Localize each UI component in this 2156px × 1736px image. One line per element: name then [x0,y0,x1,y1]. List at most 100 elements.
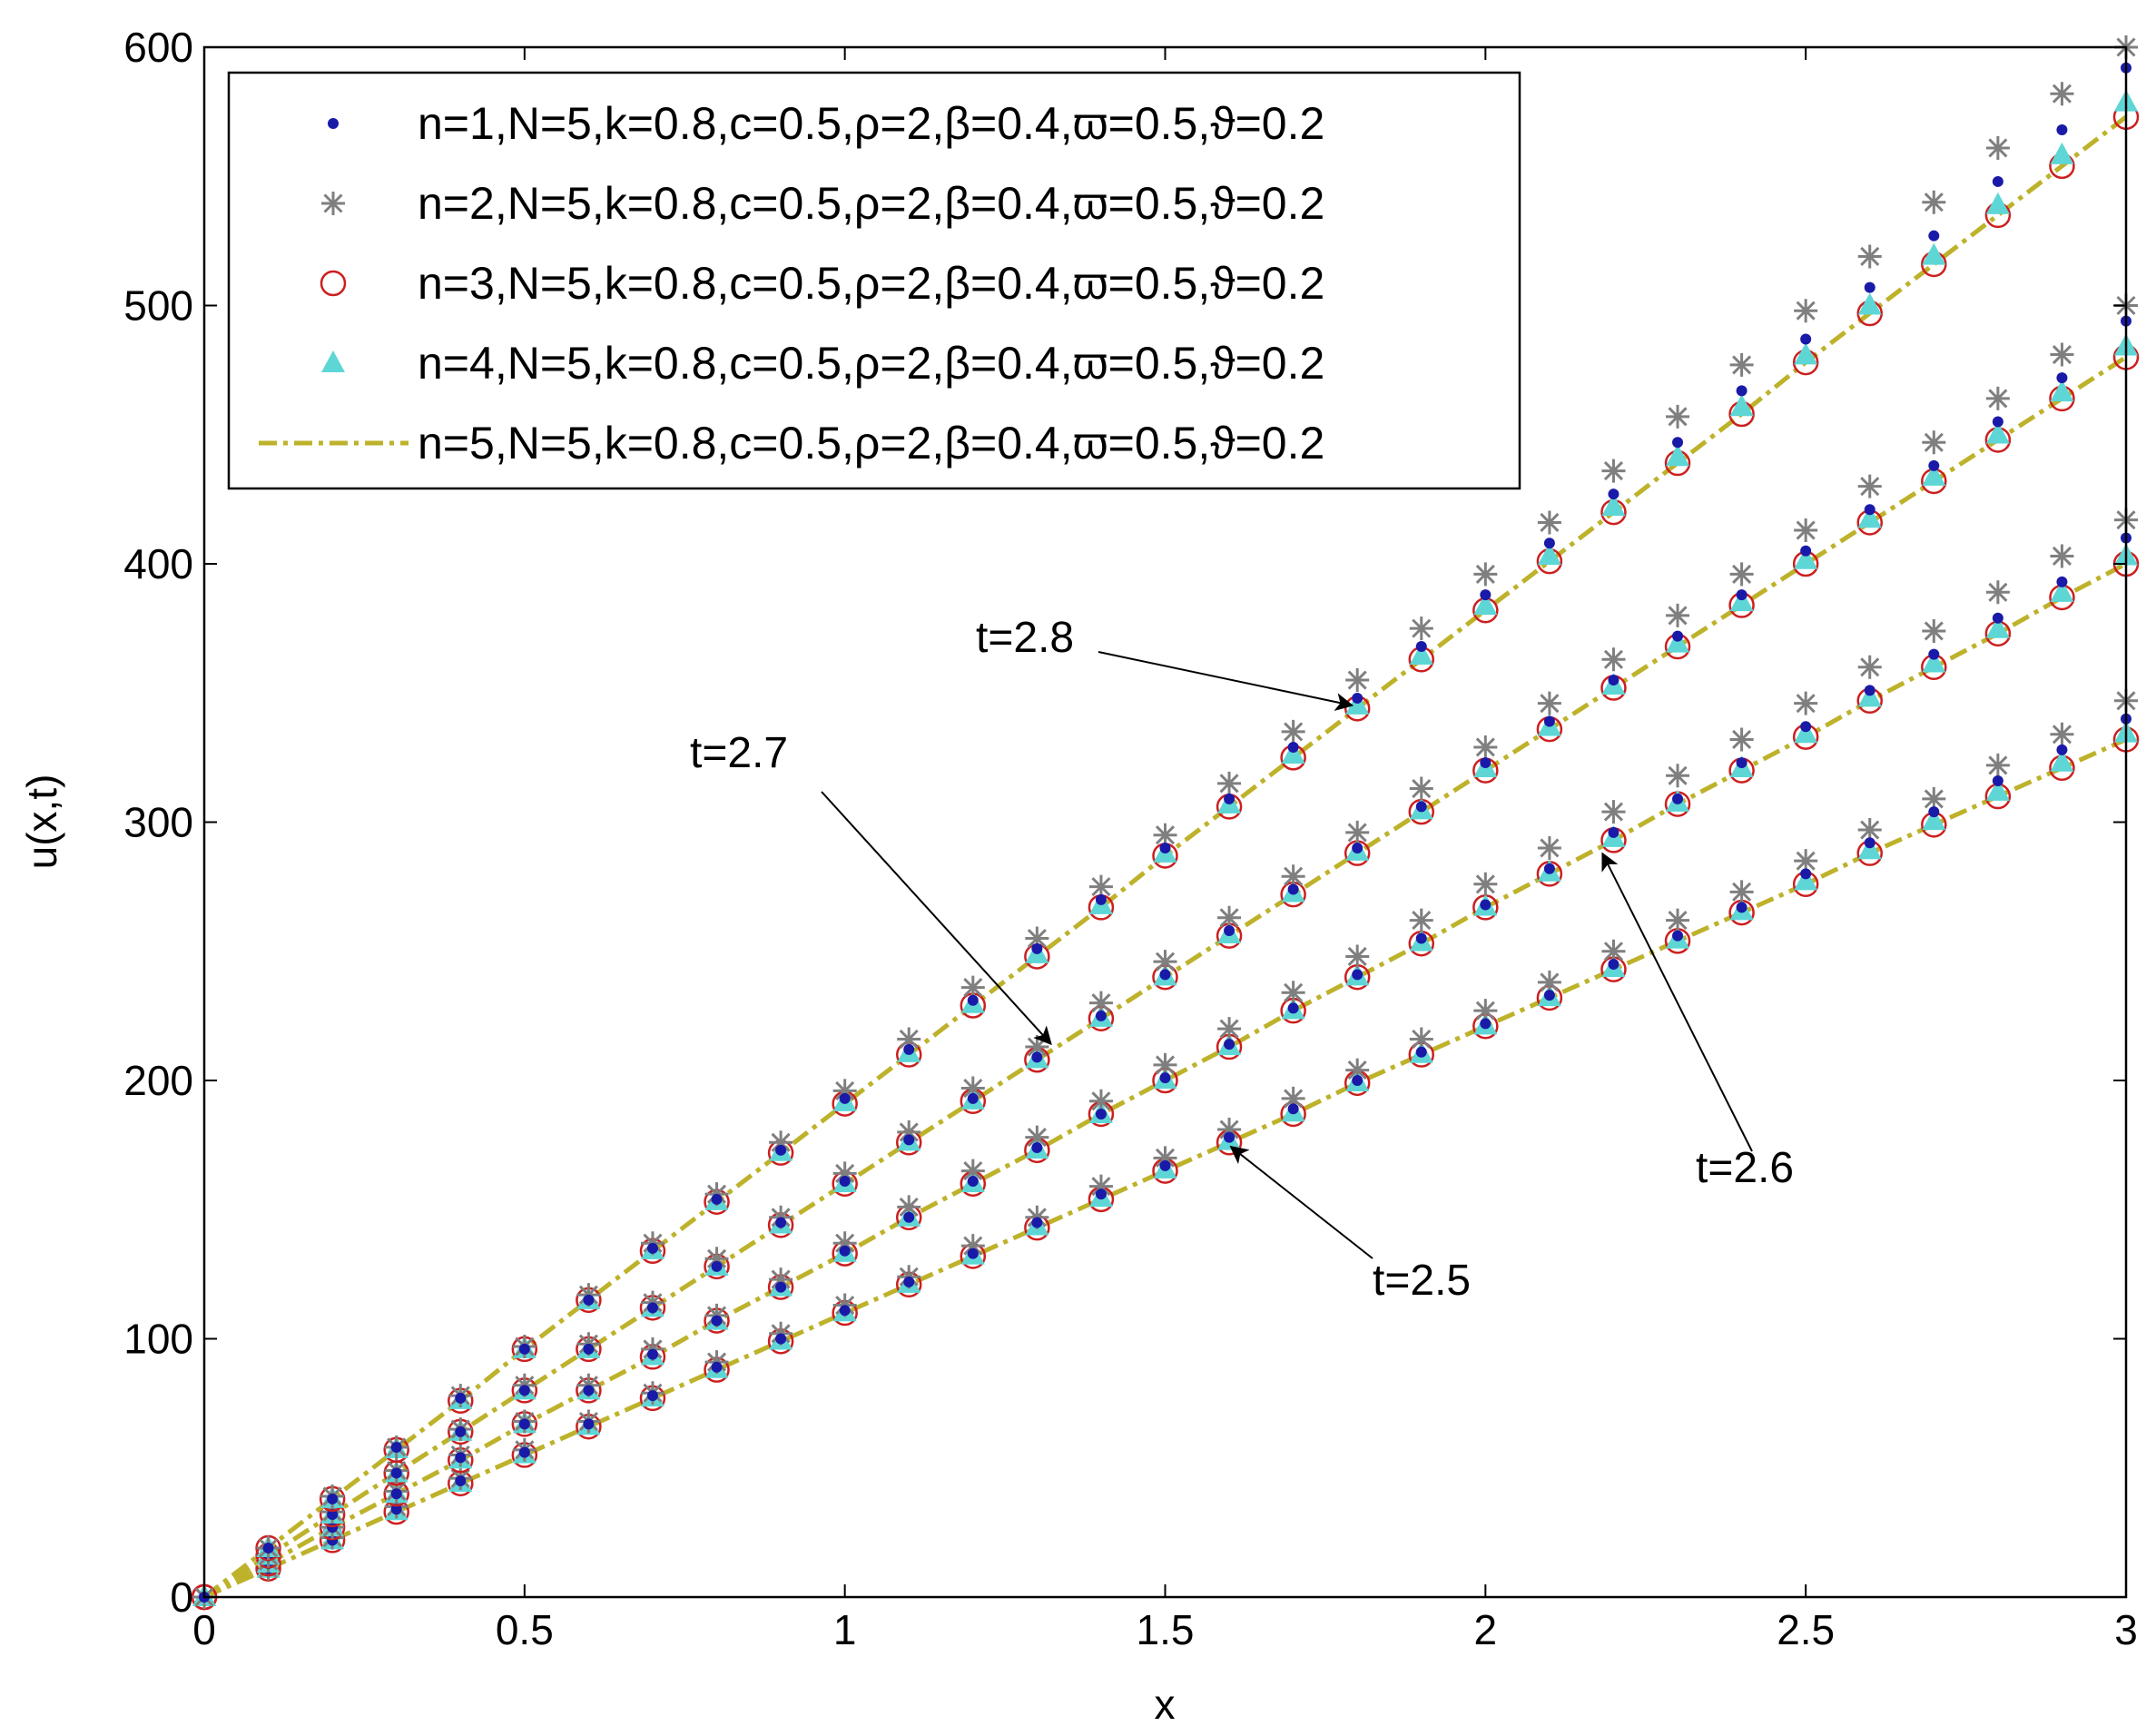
point-n2 [1985,753,2010,777]
point-n1 [839,1092,851,1104]
point-n2 [1857,655,1882,679]
point-n2 [769,1130,793,1155]
point-n2 [1537,691,1561,715]
point-n1 [1480,589,1491,601]
point-n2 [2050,722,2074,746]
point-n1 [1928,230,1940,242]
point-n1 [1352,692,1363,704]
point-n1 [1031,1217,1043,1228]
point-n2 [1857,818,1882,843]
point-n1 [646,1348,658,1360]
point-n4 [1601,494,1626,517]
legend-label: n=5,N=5,k=0.8,c=0.5,ρ=2,β=0.4,ϖ=0.5,ϑ=0.… [418,418,1324,469]
point-n1 [775,1144,787,1156]
point-n1 [1864,685,1875,696]
point-n2 [960,975,985,1000]
point-n4 [1922,463,1946,486]
point-n1 [775,1217,787,1228]
legend-marker [321,192,345,215]
x-axis-label: x [1155,1681,1176,1728]
point-n1 [583,1294,595,1306]
annotation-arrow [821,791,1052,1046]
point-n2 [1794,518,1818,543]
point-n4 [1794,547,1818,569]
point-n2 [1985,135,2010,160]
point-n1 [1287,741,1299,753]
point-n1 [967,1092,979,1104]
annotation-arrow [1229,1145,1373,1259]
point-n2 [1729,562,1754,587]
point-n2 [1088,991,1113,1015]
point-n1 [1608,488,1619,500]
point-n4 [1794,342,1818,365]
point-n2 [1985,386,2010,410]
point-n1 [262,1542,274,1554]
point-n1 [839,1245,851,1257]
point-n1 [1480,1018,1491,1030]
point-n2 [1473,872,1498,896]
point-n1 [1992,416,2003,428]
point-n2 [769,1267,793,1292]
point-n2 [1345,1058,1370,1082]
point-n2 [1666,603,1690,627]
point-n2 [1025,1125,1049,1149]
point-n2 [1345,820,1370,844]
x-tick-label: 3 [2114,1606,2138,1653]
point-n2 [1345,944,1370,969]
point-n1 [1095,1010,1107,1021]
point-n1 [1864,504,1875,516]
x-tick-label: 1.5 [1137,1606,1195,1653]
point-n1 [1736,902,1747,913]
point-n2 [897,1027,921,1051]
point-n4 [1922,242,1946,265]
point-n2 [704,1247,729,1271]
point-n1 [711,1361,723,1373]
point-n1 [390,1504,402,1515]
point-n1 [1608,826,1619,838]
point-n1 [1480,757,1491,769]
point-n1 [967,1175,979,1187]
point-n1 [2056,744,2068,755]
point-n1 [1031,1141,1043,1153]
point-n2 [1601,647,1626,672]
point-n2 [1345,668,1370,693]
point-n2 [1601,800,1626,824]
point-n2 [1153,823,1177,847]
point-n4 [2050,749,2074,772]
point-n1 [1352,842,1363,853]
point-n2 [1666,764,1690,788]
point-n1 [1224,793,1236,804]
point-n2 [1794,691,1818,715]
axis-layer: 0 0.5 1 1.5 2 2.5 3 0 100 200 300 400 500 600 [123,24,2138,1653]
point-n1 [1864,837,1875,849]
point-n1 [583,1418,595,1430]
point-n2 [2050,342,2074,367]
point-n2 [1281,719,1305,744]
point-n2 [2050,544,2074,568]
x-tick-label: 1 [833,1606,857,1653]
point-n2 [1281,981,1305,1005]
point-n1 [967,1248,979,1259]
point-n1 [775,1333,787,1345]
point-n1 [518,1446,530,1458]
point-n1 [1224,1131,1236,1143]
legend-marker [321,350,345,372]
point-n1 [2056,576,2068,587]
point-n1 [327,1508,339,1520]
point-n1 [1224,1039,1236,1050]
point-n2 [832,1161,857,1186]
y-tick-label: 300 [123,799,193,846]
point-n1 [903,1043,915,1055]
point-n4 [1985,421,2010,444]
annotation-label: t=2.8 [976,614,1074,662]
point-n1 [518,1343,530,1355]
point-n1 [1543,715,1555,727]
point-n1 [1095,1108,1107,1120]
x-tick-label: 2.5 [1777,1606,1835,1653]
point-n2 [1857,244,1882,269]
legend-box [227,71,1521,490]
point-n1 [1031,1051,1043,1063]
point-n4 [1922,650,1946,673]
point-n1 [1159,969,1171,981]
point-n1 [1095,1189,1107,1200]
